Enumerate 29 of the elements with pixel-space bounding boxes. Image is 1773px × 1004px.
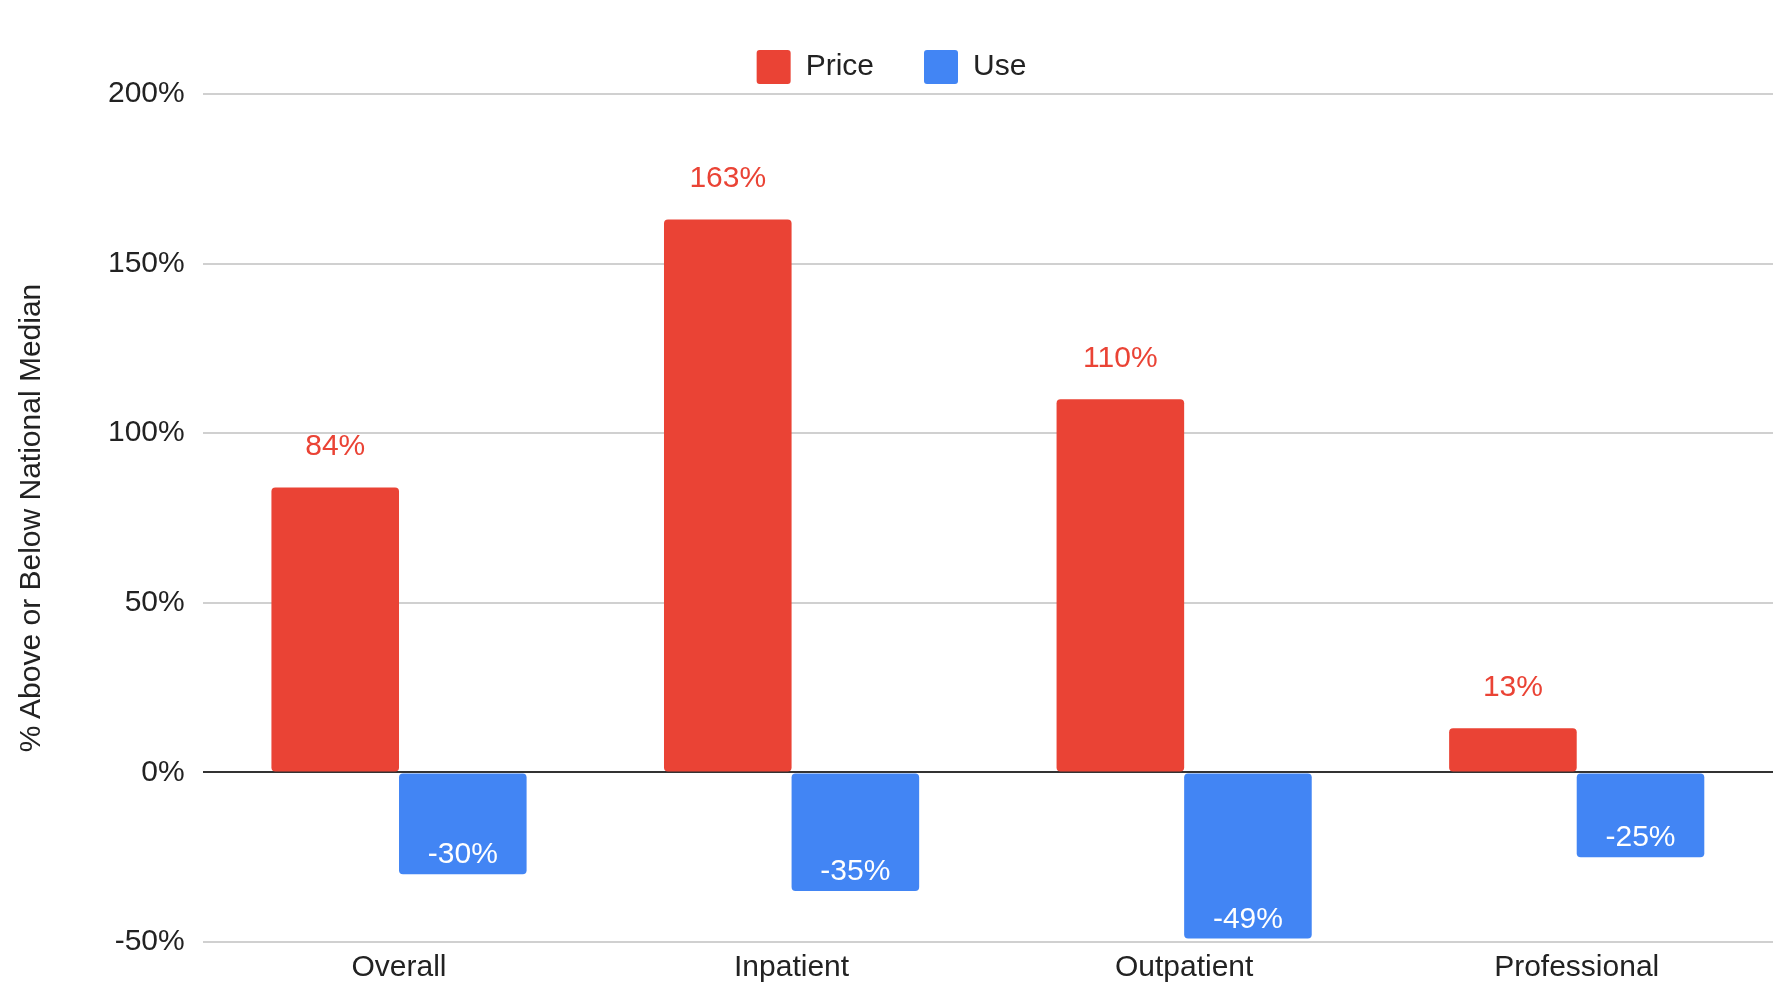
bar: [271, 487, 400, 772]
y-axis-title: % Above or Below National Median: [13, 283, 47, 753]
data-label: -35%: [820, 853, 891, 887]
bar: [1449, 728, 1577, 772]
data-label: 163%: [689, 159, 767, 193]
y-tick-label: 50%: [124, 584, 185, 618]
legend-label: Price: [805, 48, 875, 82]
data-label: -30%: [427, 836, 498, 870]
x-tick-label: Inpatient: [734, 949, 850, 983]
y-tick-label: 200%: [107, 75, 185, 109]
y-tick-label: 150%: [107, 244, 185, 278]
y-tick-label: -50%: [114, 923, 185, 957]
x-tick-label: Outpatient: [1114, 949, 1255, 983]
bar: [1056, 399, 1185, 772]
legend-label: Use: [973, 48, 1027, 82]
bar: [664, 219, 792, 772]
data-label: -49%: [1212, 900, 1283, 934]
data-label: 13%: [1482, 668, 1543, 702]
bar: [1576, 773, 1705, 858]
y-tick-label: 0%: [141, 753, 185, 787]
data-label: 110%: [1083, 339, 1158, 373]
x-tick-label: Professional: [1494, 949, 1660, 983]
x-tick-label: Overall: [351, 949, 447, 983]
y-tick-label: 100%: [107, 414, 185, 448]
bar: [399, 773, 527, 875]
data-label: 84%: [305, 427, 366, 461]
data-label: -25%: [1605, 819, 1676, 853]
bar: [1184, 773, 1312, 939]
bar: [791, 773, 920, 892]
